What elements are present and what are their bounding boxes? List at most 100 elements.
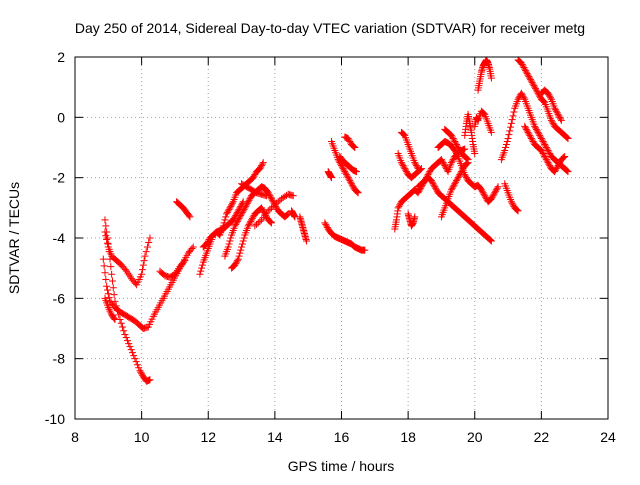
data-point [303, 237, 311, 245]
data-point [122, 334, 130, 342]
data-point [233, 217, 241, 225]
data-point [530, 82, 538, 90]
data-point [532, 86, 540, 94]
data-point [103, 236, 111, 244]
data-point [250, 172, 258, 180]
data-point [502, 144, 510, 151]
data-point [487, 128, 495, 136]
data-point [525, 73, 533, 81]
data-point [397, 159, 405, 167]
data-point [479, 109, 487, 117]
y-tick-label: -4 [53, 230, 66, 246]
data-point [439, 159, 447, 167]
data-point [196, 270, 204, 278]
data-point [447, 159, 455, 167]
data-point [400, 131, 408, 139]
data-point [464, 159, 472, 167]
x-tick-label: 12 [200, 429, 216, 445]
chart-title: Day 250 of 2014, Sidereal Day-to-day VTE… [75, 20, 585, 36]
data-point [103, 239, 111, 247]
series-track-m [296, 213, 311, 245]
data-point [198, 264, 206, 272]
data-point [542, 142, 550, 150]
data-point [231, 261, 239, 269]
series-track-l [238, 180, 271, 200]
data-point [227, 234, 235, 242]
data-point [450, 181, 458, 189]
data-point [399, 162, 407, 170]
data-point [268, 196, 276, 204]
data-point [505, 131, 513, 139]
data-point [203, 240, 211, 248]
data-point [457, 169, 465, 177]
data-point [243, 199, 251, 207]
data-point [452, 177, 460, 185]
data-point [234, 255, 242, 263]
data-point [240, 234, 248, 242]
data-point [525, 130, 533, 138]
data-point [563, 134, 571, 142]
data-point [237, 211, 245, 219]
data-point [133, 361, 141, 369]
x-tick-label: 8 [71, 429, 79, 445]
data-point [105, 294, 113, 302]
data-point [135, 364, 143, 372]
data-point [552, 106, 560, 114]
data-point [455, 145, 463, 153]
data-point [232, 260, 240, 268]
data-point [541, 140, 549, 148]
data-point [440, 160, 448, 168]
data-point [417, 165, 425, 173]
data-point [231, 222, 239, 230]
data-point [412, 160, 420, 168]
data-point [554, 110, 562, 118]
data-point [463, 159, 471, 167]
data-point [226, 204, 234, 212]
data-point [246, 219, 254, 227]
data-point [557, 116, 565, 124]
data-point [542, 156, 550, 164]
data-point [544, 159, 552, 167]
data-point [340, 166, 348, 174]
data-point [343, 172, 351, 180]
data-point [543, 145, 551, 153]
data-point [554, 162, 562, 170]
series-track-v [414, 174, 495, 245]
data-point [238, 208, 246, 216]
data-point [557, 115, 565, 123]
data-point [507, 198, 515, 206]
data-point [523, 70, 531, 78]
data-point [517, 59, 525, 67]
data-point [414, 189, 422, 197]
data-point [513, 206, 521, 214]
x-tick-label: 16 [334, 429, 350, 445]
y-tick-label: 2 [57, 49, 65, 65]
data-point [248, 216, 256, 224]
data-point [437, 156, 445, 164]
data-point [349, 183, 357, 191]
data-point [540, 97, 548, 105]
data-point [555, 112, 563, 120]
data-point [204, 237, 212, 245]
series-track-o [321, 219, 369, 254]
data-point [454, 174, 462, 182]
y-tick-label: -8 [53, 351, 66, 367]
data-point [531, 122, 539, 130]
y-tick-label: -6 [53, 290, 66, 306]
data-point [236, 213, 244, 221]
data-point [462, 154, 470, 162]
x-tick-label: 24 [600, 429, 616, 445]
data-point [346, 137, 354, 145]
data-point [478, 187, 486, 195]
data-point [227, 202, 235, 210]
data-point [438, 157, 446, 165]
data-point [111, 315, 119, 323]
data-point [564, 134, 572, 142]
data-point [344, 174, 352, 182]
data-point [551, 104, 559, 112]
data-point [257, 163, 265, 171]
data-point [447, 131, 455, 139]
data-point [520, 64, 528, 72]
data-point [283, 211, 291, 219]
data-point [448, 157, 456, 165]
